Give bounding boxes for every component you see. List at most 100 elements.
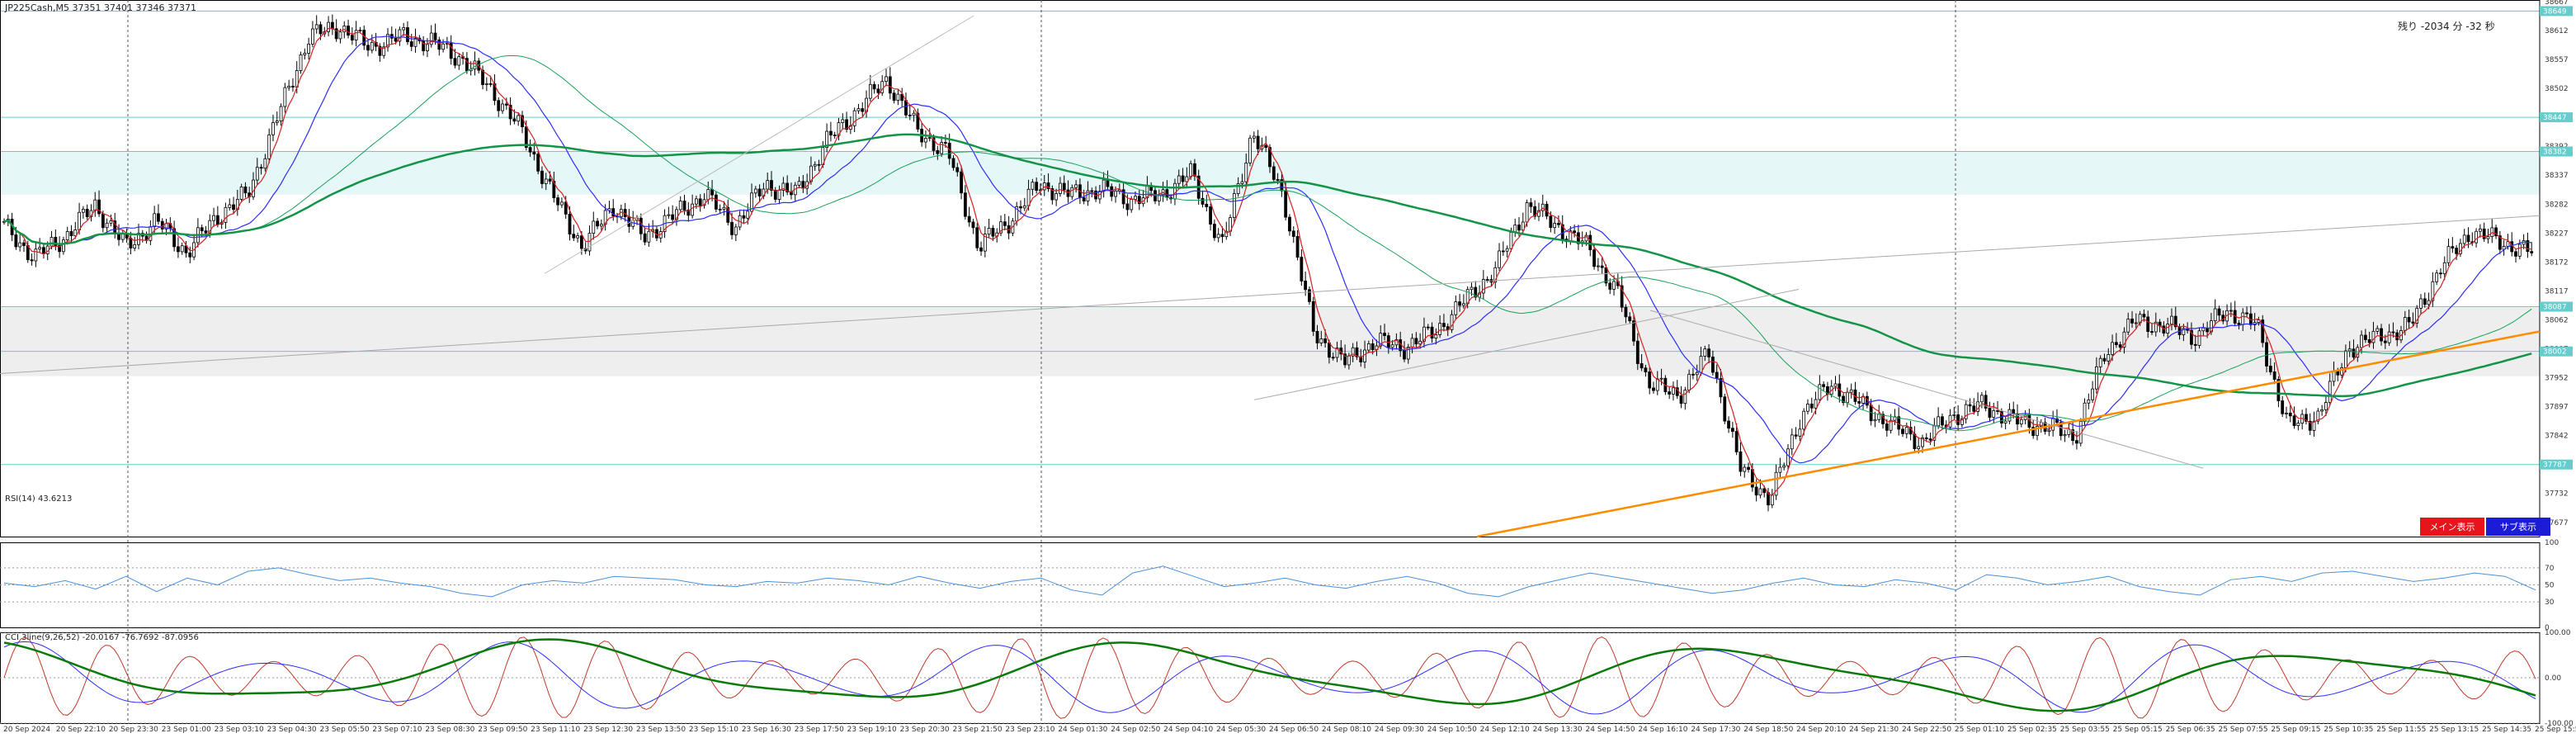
candle-body: [2261, 319, 2265, 343]
candle-body: [14, 234, 18, 248]
candle-body: [402, 27, 406, 31]
candle-body: [1889, 419, 1893, 431]
candle-body: [1608, 282, 1612, 290]
candle-body: [1984, 395, 1988, 409]
candle-body: [188, 252, 192, 258]
candle-body: [243, 187, 248, 194]
candle-body: [2114, 342, 2118, 345]
candle-body: [2063, 433, 2067, 437]
time-tick-label: 23 Sep 20:30: [900, 726, 950, 734]
candle-body: [1232, 193, 1236, 218]
candle-body: [1612, 281, 1616, 290]
candle-body: [951, 158, 955, 168]
candle-body: [1600, 265, 1604, 268]
candle-body: [212, 215, 215, 221]
candle-body: [2111, 342, 2114, 355]
candle-body: [1438, 323, 1442, 335]
candle-body: [1070, 187, 1074, 197]
gray-trendline-3: [1253, 289, 1800, 400]
candle-body: [484, 83, 488, 85]
candle-body: [235, 199, 239, 211]
support-zone: [0, 306, 2540, 376]
candle-body: [1620, 285, 1624, 308]
candle-body: [888, 76, 892, 94]
candle-body: [770, 180, 773, 191]
candle-body: [1802, 410, 1806, 430]
candle-body: [572, 234, 576, 239]
candle-body: [2162, 325, 2166, 334]
gray-trendline: [0, 215, 2541, 374]
candle-body: [314, 24, 318, 30]
candle-body: [1964, 404, 1968, 419]
candle-body: [892, 92, 896, 101]
candle-body: [1090, 190, 1094, 192]
candle-body: [2182, 328, 2186, 335]
candle-body: [1454, 301, 1458, 315]
candle-body: [2360, 334, 2363, 348]
candle-body: [2320, 409, 2324, 412]
candle-body: [1873, 419, 1877, 422]
candle-body: [283, 87, 287, 107]
time-tick-label: 23 Sep 11:10: [531, 726, 580, 734]
candle-body: [2193, 343, 2197, 346]
candle-body: [675, 209, 678, 220]
candle-body: [817, 163, 821, 166]
candle-body: [2094, 366, 2098, 390]
candle-body: [568, 213, 572, 235]
time-tick-label: 25 Sep 13:15: [2429, 726, 2479, 734]
candle-body: [1331, 357, 1335, 359]
candle-body: [777, 190, 781, 200]
candle-body: [1474, 286, 1478, 298]
time-tick-label: 24 Sep 18:50: [1743, 726, 1793, 734]
time-tick-label: 24 Sep 12:10: [1480, 726, 1530, 734]
rsi-tick-label: 0: [2545, 624, 2550, 632]
cci-label: CCI 3line(9,26,52) -20.0167 -76.7692 -87…: [5, 633, 199, 642]
candle-body: [1715, 371, 1719, 379]
candle-body: [564, 201, 568, 215]
candle-body: [1003, 221, 1007, 226]
candle-body: [1403, 350, 1406, 360]
candle-body: [1941, 416, 1944, 426]
time-tick-label: 25 Sep 14:35: [2482, 726, 2531, 734]
candle-body: [1687, 373, 1691, 390]
candle-body: [2435, 272, 2439, 282]
candle-body: [1240, 181, 1244, 184]
candle-body: [2415, 307, 2419, 324]
candle-body: [1786, 448, 1790, 466]
candle-body: [1458, 301, 1461, 306]
candle-body: [378, 45, 382, 56]
rsi-line: [3, 565, 2536, 598]
time-tick-label: 24 Sep 10:50: [1427, 726, 1477, 734]
time-tick-label: 24 Sep 20:10: [1796, 726, 1846, 734]
candle-body: [757, 188, 762, 196]
candle-body: [1026, 188, 1031, 206]
candle-body: [908, 114, 912, 116]
time-tick-label: 24 Sep 14:50: [1586, 726, 1635, 734]
candle-body: [1201, 197, 1205, 205]
candle-body: [781, 182, 786, 191]
sub-display-button[interactable]: サブ表示: [2486, 518, 2550, 536]
candle-body: [426, 44, 429, 51]
candle-body: [904, 100, 908, 116]
candle-body: [1323, 338, 1328, 343]
candle-body: [1668, 391, 1672, 395]
candle-body: [528, 147, 532, 153]
candle-body: [1422, 326, 1426, 342]
candle-body: [1992, 410, 1996, 418]
candle-body: [1857, 401, 1861, 404]
candle-body: [801, 181, 805, 189]
candle-body: [710, 189, 714, 196]
candle-body: [2403, 317, 2407, 331]
candle-body: [347, 26, 350, 36]
main-display-button[interactable]: メイン表示: [2420, 518, 2484, 536]
candle-body: [2170, 315, 2173, 324]
price-tick-label: 37677: [2545, 519, 2569, 527]
candle-body: [1236, 183, 1240, 195]
cci-tick-label: 0.00: [2545, 674, 2561, 683]
candle-body: [1271, 166, 1276, 180]
candle-body: [1972, 405, 1976, 412]
candle-body: [971, 221, 975, 229]
price-tick-label: 38062: [2545, 316, 2569, 324]
candle-body: [1968, 404, 1972, 407]
candle-body: [1019, 206, 1022, 209]
